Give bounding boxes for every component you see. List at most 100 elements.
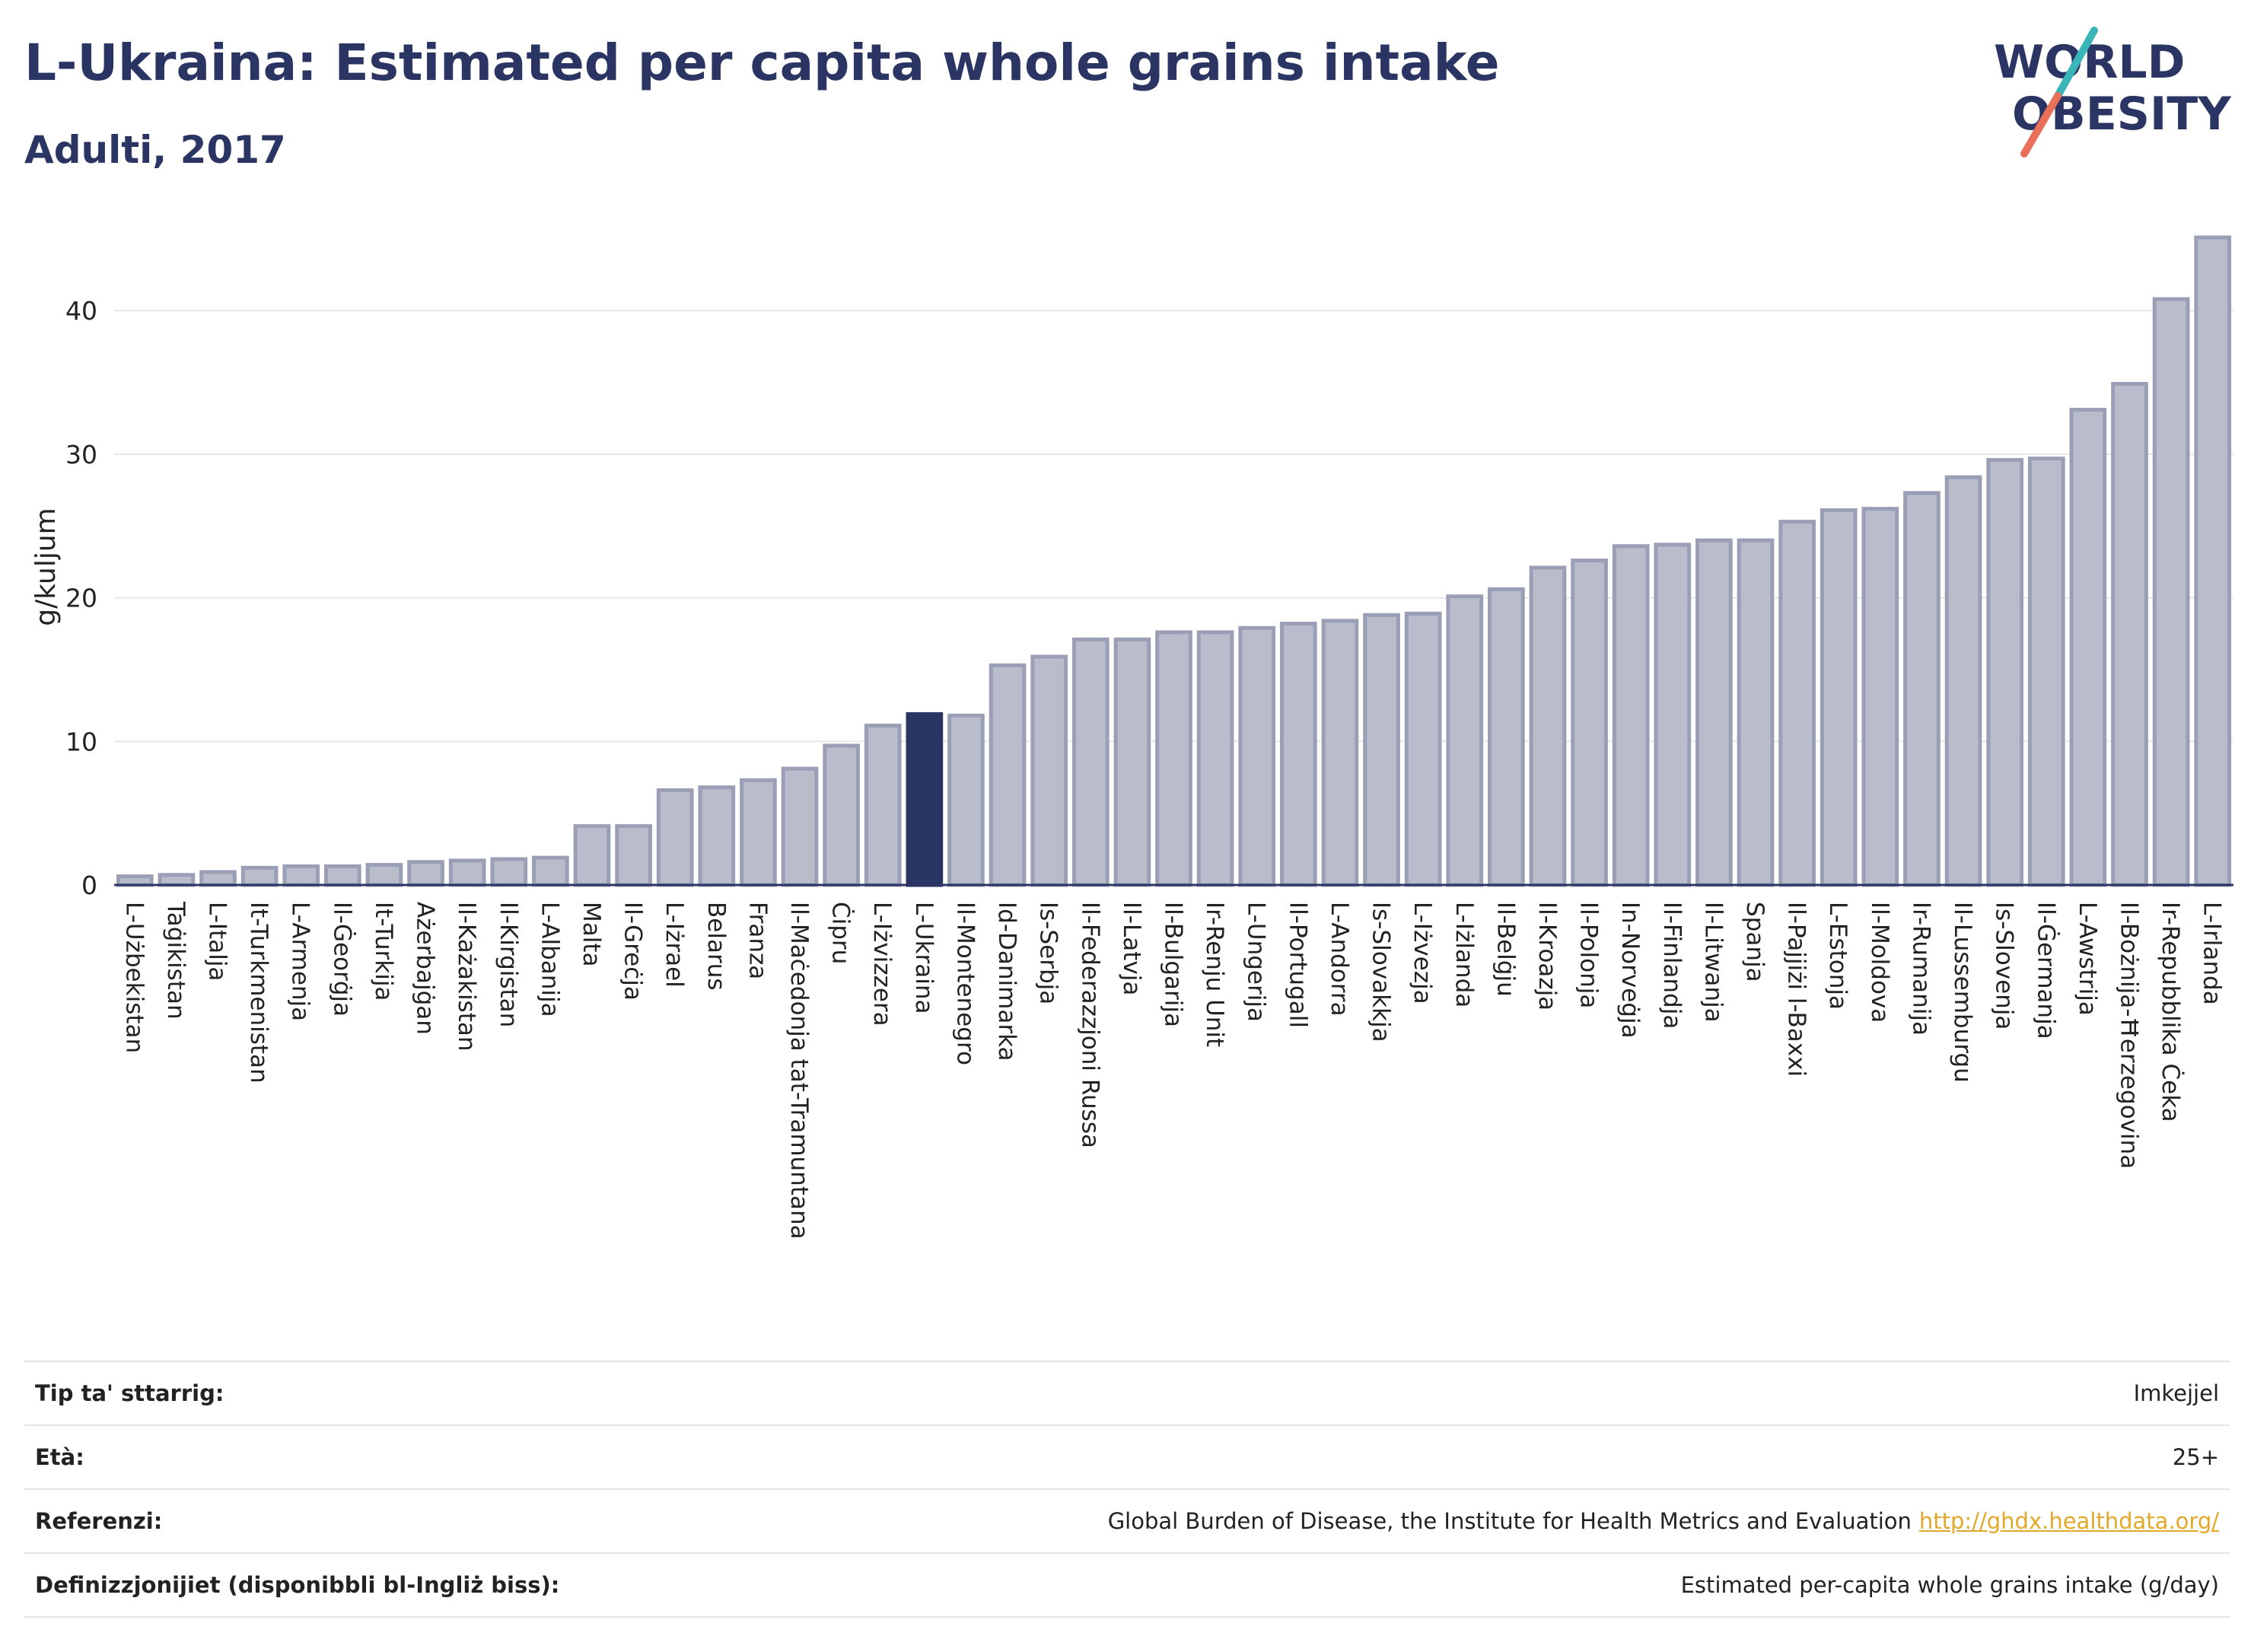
y-tick-label: 0 bbox=[81, 871, 97, 900]
bar bbox=[2111, 381, 2148, 887]
logo-slash-bottom bbox=[2020, 92, 2062, 158]
bar bbox=[864, 724, 902, 887]
bar bbox=[740, 778, 777, 887]
bar bbox=[1737, 538, 1775, 887]
x-tick-label: Ażerbajġan bbox=[412, 902, 439, 1035]
x-tick-label: Is-Slovakkja bbox=[1367, 902, 1395, 1042]
bar bbox=[532, 855, 569, 887]
bar bbox=[240, 865, 279, 887]
x-tick-label: Il-Maċedonja tat-Tramuntana bbox=[785, 902, 813, 1240]
x-tick-label: Il-Lussemburgu bbox=[1949, 902, 1976, 1083]
x-tick-label: Il-Polonja bbox=[1575, 902, 1603, 1008]
bar bbox=[1363, 613, 1400, 887]
x-tick-label: Is-Slovenja bbox=[1991, 902, 2018, 1030]
x-tick-label: Il-Bulgarija bbox=[1160, 902, 1187, 1027]
bar bbox=[448, 858, 486, 887]
x-tick-label: It-Turkija bbox=[370, 902, 397, 1001]
bar bbox=[1238, 625, 1276, 887]
x-tick-label: Ir-Repubblika Ċeka bbox=[2157, 902, 2185, 1122]
page-title: L-Ukraina: Estimated per capita whole gr… bbox=[24, 33, 1500, 92]
bar bbox=[1571, 559, 1608, 887]
x-tick-label: Ċipru bbox=[827, 902, 855, 964]
bar bbox=[947, 713, 985, 887]
x-tick-label: Il-Federazzjoni Russa bbox=[1076, 902, 1103, 1148]
world-obesity-logo: WORLD OBESITY bbox=[1994, 27, 2232, 158]
bar bbox=[1196, 630, 1234, 887]
bar bbox=[1903, 491, 1941, 887]
y-axis-label: g/kuljum bbox=[30, 508, 62, 625]
y-tick-label: 30 bbox=[65, 440, 97, 469]
x-tick-label: Il-Montenegro bbox=[951, 902, 979, 1065]
bar bbox=[1030, 654, 1068, 887]
x-tick-label: Il-Moldova bbox=[1866, 902, 1893, 1023]
bars-layer bbox=[116, 235, 2232, 887]
x-tick-label: Il-Kirgistan bbox=[495, 902, 522, 1027]
meta-row-references: Referenzi: Global Burden of Disease, the… bbox=[24, 1488, 2230, 1552]
meta-value: Imkejjel bbox=[2133, 1380, 2219, 1406]
bar bbox=[1986, 457, 2023, 887]
bar bbox=[282, 864, 320, 887]
bar bbox=[1071, 637, 1110, 887]
logo-slash-top bbox=[2054, 27, 2098, 100]
x-tick-label: Il-Pajjiżi l-Baxxi bbox=[1783, 902, 1810, 1077]
x-tick-label: Spanja bbox=[1741, 902, 1769, 982]
x-tick-label: Taġikistan bbox=[162, 901, 189, 1020]
bar bbox=[656, 788, 694, 887]
x-tick-label: L-Iżrael bbox=[661, 902, 688, 988]
page-subtitle: Adulti, 2017 bbox=[24, 128, 286, 172]
x-tick-label: Il-Kroazja bbox=[1533, 902, 1561, 1011]
bar bbox=[2152, 297, 2190, 887]
meta-key: Età: bbox=[35, 1444, 84, 1470]
x-tick-label: L-Albanija bbox=[536, 902, 563, 1017]
bar bbox=[781, 766, 819, 887]
x-tick-label: L-Irlanda bbox=[2198, 902, 2226, 1005]
x-tick-label: L-Ungerija bbox=[1243, 902, 1270, 1022]
x-tick-label: L-Estonja bbox=[1824, 902, 1851, 1010]
y-tick-label: 10 bbox=[65, 727, 97, 756]
x-tick-label: L-Iżvezja bbox=[1409, 902, 1436, 1004]
x-tick-label: Malta bbox=[578, 902, 605, 967]
bar bbox=[1488, 587, 1525, 887]
x-tick-label: Belarus bbox=[702, 902, 730, 991]
bar bbox=[698, 785, 736, 887]
meta-row-definitions: Definizzjonijiet (disponibbli bl-Ingliż … bbox=[24, 1552, 2230, 1618]
x-tick-label: Il-Greċja bbox=[619, 902, 647, 1001]
meta-value: Estimated per-capita whole grains intake… bbox=[1680, 1572, 2219, 1598]
axis-layer: 0 10 20 30 40 L-Użbekistan Taġikistan L-Italja I… bbox=[65, 296, 2233, 1240]
x-tick-label: Id-Danimarka bbox=[993, 902, 1020, 1061]
bar bbox=[1695, 538, 1733, 887]
bar bbox=[490, 857, 528, 887]
x-tick-label: L-Ukraina bbox=[910, 902, 938, 1014]
bar bbox=[1778, 520, 1816, 887]
bar-highlighted bbox=[906, 711, 944, 887]
meta-value-wrap: Global Burden of Disease, the Institute … bbox=[1108, 1508, 2230, 1534]
x-tick-label: Il-Latvja bbox=[1118, 902, 1145, 995]
bar bbox=[573, 824, 611, 887]
meta-value: 25+ bbox=[2172, 1444, 2219, 1470]
x-tick-label: Ir-Rumanija bbox=[1907, 902, 1934, 1036]
x-tick-label: L-Awstrija bbox=[2074, 902, 2101, 1016]
meta-row-age: Età: 25+ bbox=[24, 1424, 2230, 1488]
x-tick-label: Il-Portugall bbox=[1284, 902, 1311, 1028]
reference-link[interactable]: http://ghdx.healthdata.org/ bbox=[1918, 1508, 2219, 1534]
bar bbox=[199, 870, 237, 887]
bar bbox=[1155, 630, 1192, 887]
bar bbox=[1861, 507, 1899, 887]
x-tick-label: Franza bbox=[743, 902, 771, 979]
x-tick-label: It-Turkmenistan bbox=[245, 902, 272, 1084]
bar bbox=[1612, 544, 1650, 887]
x-tick-label: L-Italja bbox=[204, 902, 231, 981]
bar bbox=[615, 824, 652, 887]
bar bbox=[324, 864, 361, 887]
bar-chart: 0 10 20 30 40 L-Użbekistan Taġikistan L-Italja I… bbox=[30, 235, 2233, 1240]
bar bbox=[1820, 508, 1858, 887]
x-tick-label: In-Norveġja bbox=[1616, 902, 1644, 1039]
metadata-table: Tip ta' sttarrig: Imkejjel Età: 25+ Refe… bbox=[24, 1361, 2230, 1618]
bar bbox=[365, 863, 403, 887]
bar bbox=[823, 743, 860, 887]
x-tick-label: L-Iżvizzera bbox=[868, 902, 896, 1027]
bar bbox=[1529, 565, 1567, 887]
bar bbox=[407, 860, 444, 887]
bar bbox=[116, 874, 154, 887]
bar bbox=[1404, 611, 1442, 887]
